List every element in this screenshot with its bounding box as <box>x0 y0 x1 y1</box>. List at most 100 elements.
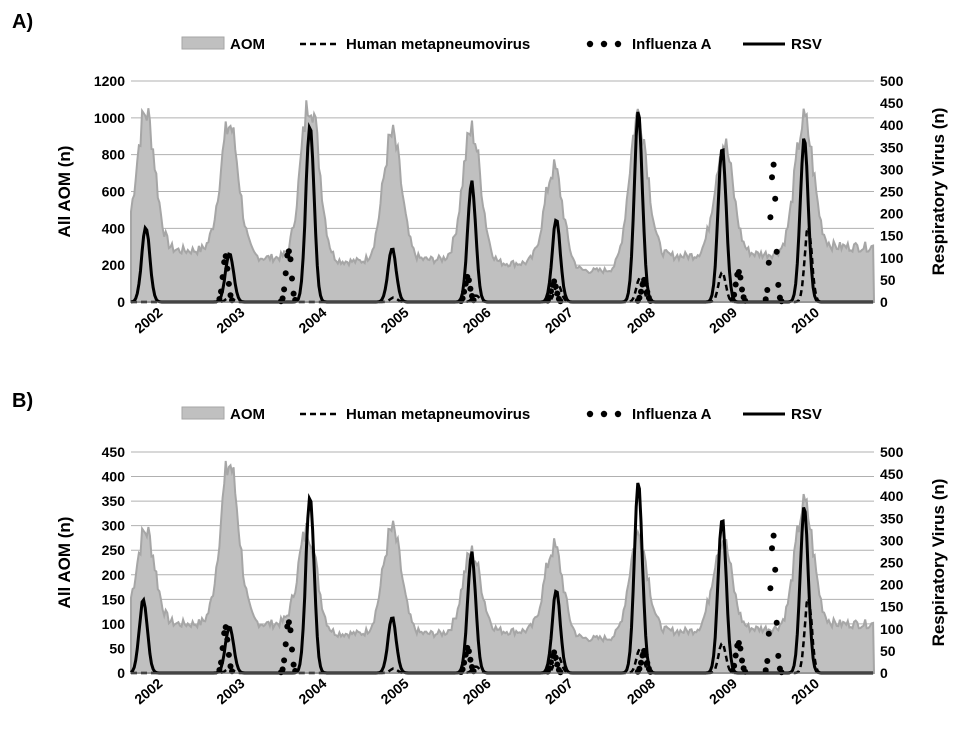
influenza-point <box>222 253 229 260</box>
x-tick-label: 2005 <box>378 304 412 336</box>
influenza-point <box>465 648 472 655</box>
influenza-point <box>773 619 780 626</box>
x-tick-label: 2004 <box>295 304 329 336</box>
y-left-tick-label: 800 <box>102 147 126 163</box>
x-tick-label: 2010 <box>788 675 822 707</box>
influenza-point <box>636 294 643 301</box>
influenza-point <box>227 292 234 299</box>
influenza-point <box>290 661 297 668</box>
influenza-point <box>279 666 286 673</box>
y-right-tick-label: 50 <box>880 643 896 659</box>
influenza-point <box>775 281 782 288</box>
influenza-point <box>221 630 228 637</box>
x-tick-label: 2003 <box>213 304 247 336</box>
influenza-point <box>764 658 771 664</box>
legend-label-aom: AOM <box>230 406 265 423</box>
influenza-point <box>216 296 223 302</box>
panel-b-chart: 0501001502002503003504004500501001502002… <box>55 406 948 707</box>
legend-swatch-flu-dot <box>586 410 594 418</box>
y-left-tick-label: 400 <box>102 469 126 485</box>
influenza-point <box>287 256 294 263</box>
influenza-point <box>642 651 649 658</box>
legend-swatch-aom <box>181 406 225 420</box>
influenza-point <box>287 627 294 634</box>
influenza-point <box>765 259 772 266</box>
legend: AOM Human metapneumovirus Influenza A RSV <box>181 406 822 423</box>
influenza-point <box>546 294 553 301</box>
y-left-tick-label: 250 <box>102 542 126 558</box>
x-tick-label: 2006 <box>460 304 494 336</box>
influenza-point <box>292 667 299 674</box>
y-left-tick-label: 1000 <box>94 110 125 126</box>
influenza-point <box>772 566 779 573</box>
x-tick-label: 2004 <box>295 675 329 707</box>
influenza-point <box>765 630 772 637</box>
influenza-point <box>731 291 738 298</box>
panel-a-chart: 0 200 400 600 800 1000 1200 0 50 100 150 200 250 300 3… <box>55 36 948 336</box>
y-right-axis-title: Respiratory Virus (n) <box>929 108 948 276</box>
influenza-point <box>735 269 742 275</box>
x-tick-label: 2002 <box>131 304 165 336</box>
influenza-point <box>778 669 785 676</box>
influenza-point <box>557 669 564 676</box>
x-tick-label: 2006 <box>460 675 494 707</box>
influenza-point <box>742 297 749 304</box>
influenza-point <box>461 659 468 666</box>
y-right-tick-label: 150 <box>880 228 904 244</box>
legend-label-aom: AOM <box>230 36 265 53</box>
y-right-tick-label: 250 <box>880 555 904 571</box>
influenza-point <box>281 657 288 664</box>
legend-label-hmpv: Human metapneumovirus <box>346 36 530 53</box>
influenza-point <box>638 659 644 666</box>
influenza-point <box>289 275 295 282</box>
legend-label-flu: Influenza A <box>632 406 712 423</box>
influenza-point <box>461 288 468 295</box>
influenza-point <box>737 645 744 652</box>
influenza-point <box>282 270 289 277</box>
influenza-point <box>279 295 286 302</box>
influenza-point <box>762 296 769 303</box>
influenza-point <box>224 636 231 643</box>
y-left-tick-label: 450 <box>102 444 126 460</box>
influenza-point <box>735 640 742 646</box>
influenza-point <box>770 161 777 168</box>
influenza-point <box>467 656 474 663</box>
y-right-tick-label: 50 <box>880 272 896 288</box>
legend-label-rsv: RSV <box>791 36 822 53</box>
influenza-point <box>767 585 774 592</box>
influenza-point <box>218 288 224 295</box>
y-right-tick-label: 400 <box>880 117 904 133</box>
aom-area <box>130 460 876 674</box>
y-left-tick-label: 200 <box>102 257 126 273</box>
legend-swatch-flu-dot <box>614 410 622 418</box>
y-left-tick-label: 400 <box>102 220 126 236</box>
influenza-point <box>221 259 228 266</box>
y-right-tick-label: 450 <box>880 466 904 482</box>
influenza-point <box>554 290 561 297</box>
legend-swatch-flu-dot <box>600 40 608 48</box>
influenza-point <box>281 286 288 293</box>
y-right-tick-label: 500 <box>880 444 904 460</box>
x-tick-label: 2007 <box>542 304 576 336</box>
influenza-point <box>739 286 745 293</box>
influenza-point <box>742 668 749 675</box>
influenza-point <box>285 248 292 255</box>
y-left-axis-title: All AOM (n) <box>55 517 74 609</box>
influenza-point <box>778 298 785 305</box>
influenza-point <box>292 296 299 303</box>
x-tick-label: 2010 <box>788 304 822 336</box>
x-tick-label: 2002 <box>131 675 165 707</box>
influenza-point <box>769 174 775 181</box>
influenza-point <box>290 290 297 297</box>
x-tick-label: 2007 <box>542 675 576 707</box>
influenza-point <box>546 665 553 672</box>
influenza-point <box>647 297 654 304</box>
influenza-point <box>289 646 295 653</box>
y-right-tick-label: 350 <box>880 510 904 526</box>
influenza-point <box>465 277 472 284</box>
y-right-tick-label: 300 <box>880 161 904 177</box>
y-right-tick-label: 300 <box>880 532 904 548</box>
legend-label-hmpv: Human metapneumovirus <box>346 406 530 423</box>
y-left-tick-label: 150 <box>102 591 126 607</box>
